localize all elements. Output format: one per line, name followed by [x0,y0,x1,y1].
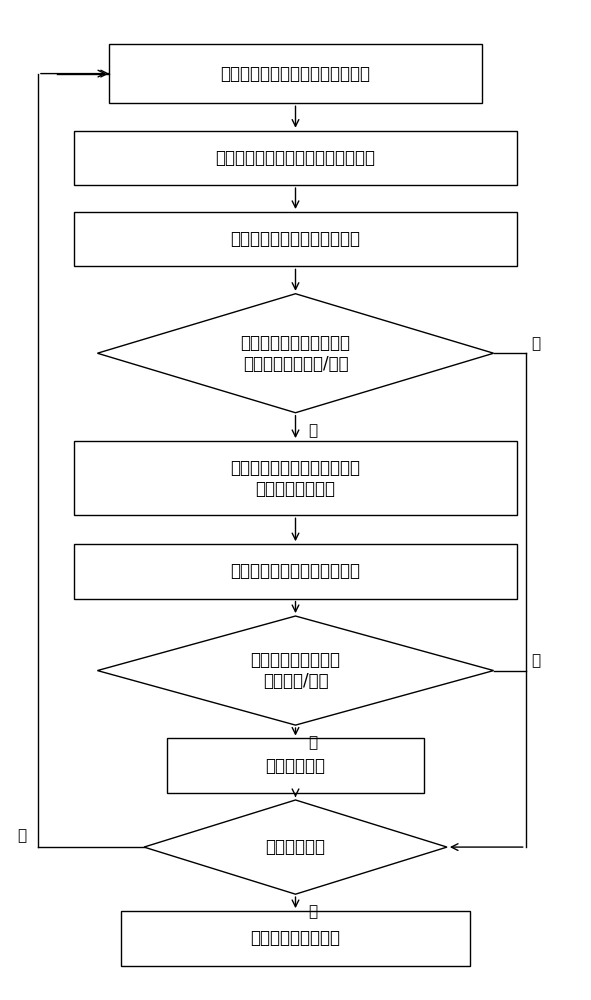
Text: 星下点与扩充四至范围的
目标区域是否相交/包含: 星下点与扩充四至范围的 目标区域是否相交/包含 [241,334,350,373]
Text: 是: 是 [309,735,317,750]
Text: 是: 是 [309,905,317,920]
Text: 否: 否 [17,828,27,843]
Text: 覆盖范围与目标区域
是否相交/包含: 覆盖范围与目标区域 是否相交/包含 [251,651,340,690]
Polygon shape [98,616,493,725]
Text: 时间是否超限: 时间是否超限 [265,838,326,856]
Text: 构建扩充四至范围的目标区域: 构建扩充四至范围的目标区域 [230,230,361,248]
FancyBboxPatch shape [121,911,470,966]
Text: 计算卫星传感器地面覆盖范围
（局部坐标系下）: 计算卫星传感器地面覆盖范围 （局部坐标系下） [230,459,361,498]
Text: 是: 是 [309,423,317,438]
Text: 记录当前时刻: 记录当前时刻 [265,757,326,775]
Text: 将覆盖范围转换到经纬度坐标: 将覆盖范围转换到经纬度坐标 [230,562,361,580]
FancyBboxPatch shape [74,131,517,185]
FancyBboxPatch shape [74,212,517,266]
Polygon shape [144,800,447,894]
Polygon shape [98,294,493,413]
FancyBboxPatch shape [74,544,517,599]
FancyBboxPatch shape [109,44,482,103]
Text: 卫星的坐标、速度和星下点经纬度: 卫星的坐标、速度和星下点经纬度 [220,65,371,83]
Text: 否: 否 [531,653,541,668]
Text: 卫星对地覆盖范围对应的最大中心角: 卫星对地覆盖范围对应的最大中心角 [216,149,375,167]
FancyBboxPatch shape [74,441,517,515]
Text: 结束计算，输出结果: 结束计算，输出结果 [251,929,340,947]
Text: 否: 否 [531,336,541,351]
FancyBboxPatch shape [167,738,424,793]
